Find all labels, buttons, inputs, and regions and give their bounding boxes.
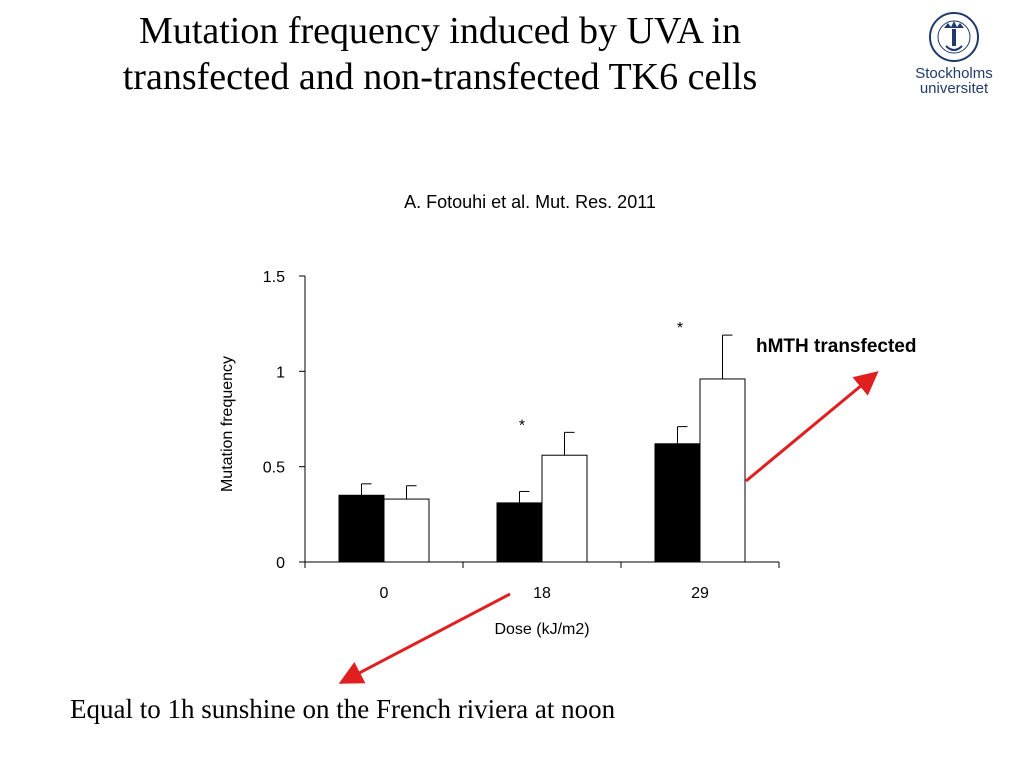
bar-transfected [383,498,430,563]
x-axis-title: Dose (kJ/m2) [494,621,589,638]
bar-transfected [699,378,746,563]
logo-line-2: universitet [919,80,989,97]
y-tick-label: 0.5 [263,460,285,477]
bar-non-transfected [654,443,701,563]
y-tick-label: 0 [276,555,285,572]
title-line-1: Mutation frequency induced by UVA in [139,10,741,52]
x-tick-label: 29 [691,585,709,602]
y-axis-title: Mutation frequency [219,356,236,492]
title-line-2: transfected and non-transfected TK6 cell… [122,56,758,98]
university-seal-icon [929,12,979,62]
significance-marker: * [519,417,525,434]
y-tick-label: 1.5 [263,269,285,286]
hmth-arrow [745,371,879,483]
logo-line-1: Stockholms [915,65,993,82]
chart-labels: 0 0.5 1 1.5 0 18 29 * * Dose (kJ/m2) Mutation freq… [219,269,709,638]
footer-note: Equal to 1h sunshine on the French rivie… [70,694,616,724]
bar-non-transfected [338,494,385,563]
x-tick-label: 18 [533,585,551,602]
x-tick-label: 0 [380,585,389,602]
chart-bars [338,334,746,563]
bar-transfected [541,454,588,563]
dose-arrow [338,592,511,684]
slide-title: Mutation frequency induced by UVA in tra… [20,8,860,100]
significance-marker: * [677,320,683,337]
y-tick-label: 1 [276,364,285,381]
hmth-transfected-label: hMTH transfected [756,336,917,357]
university-logo: Stockholms universitet [894,10,1014,100]
citation: A. Fotouhi et al. Mut. Res. 2011 [404,192,656,212]
bar-non-transfected [496,502,543,563]
